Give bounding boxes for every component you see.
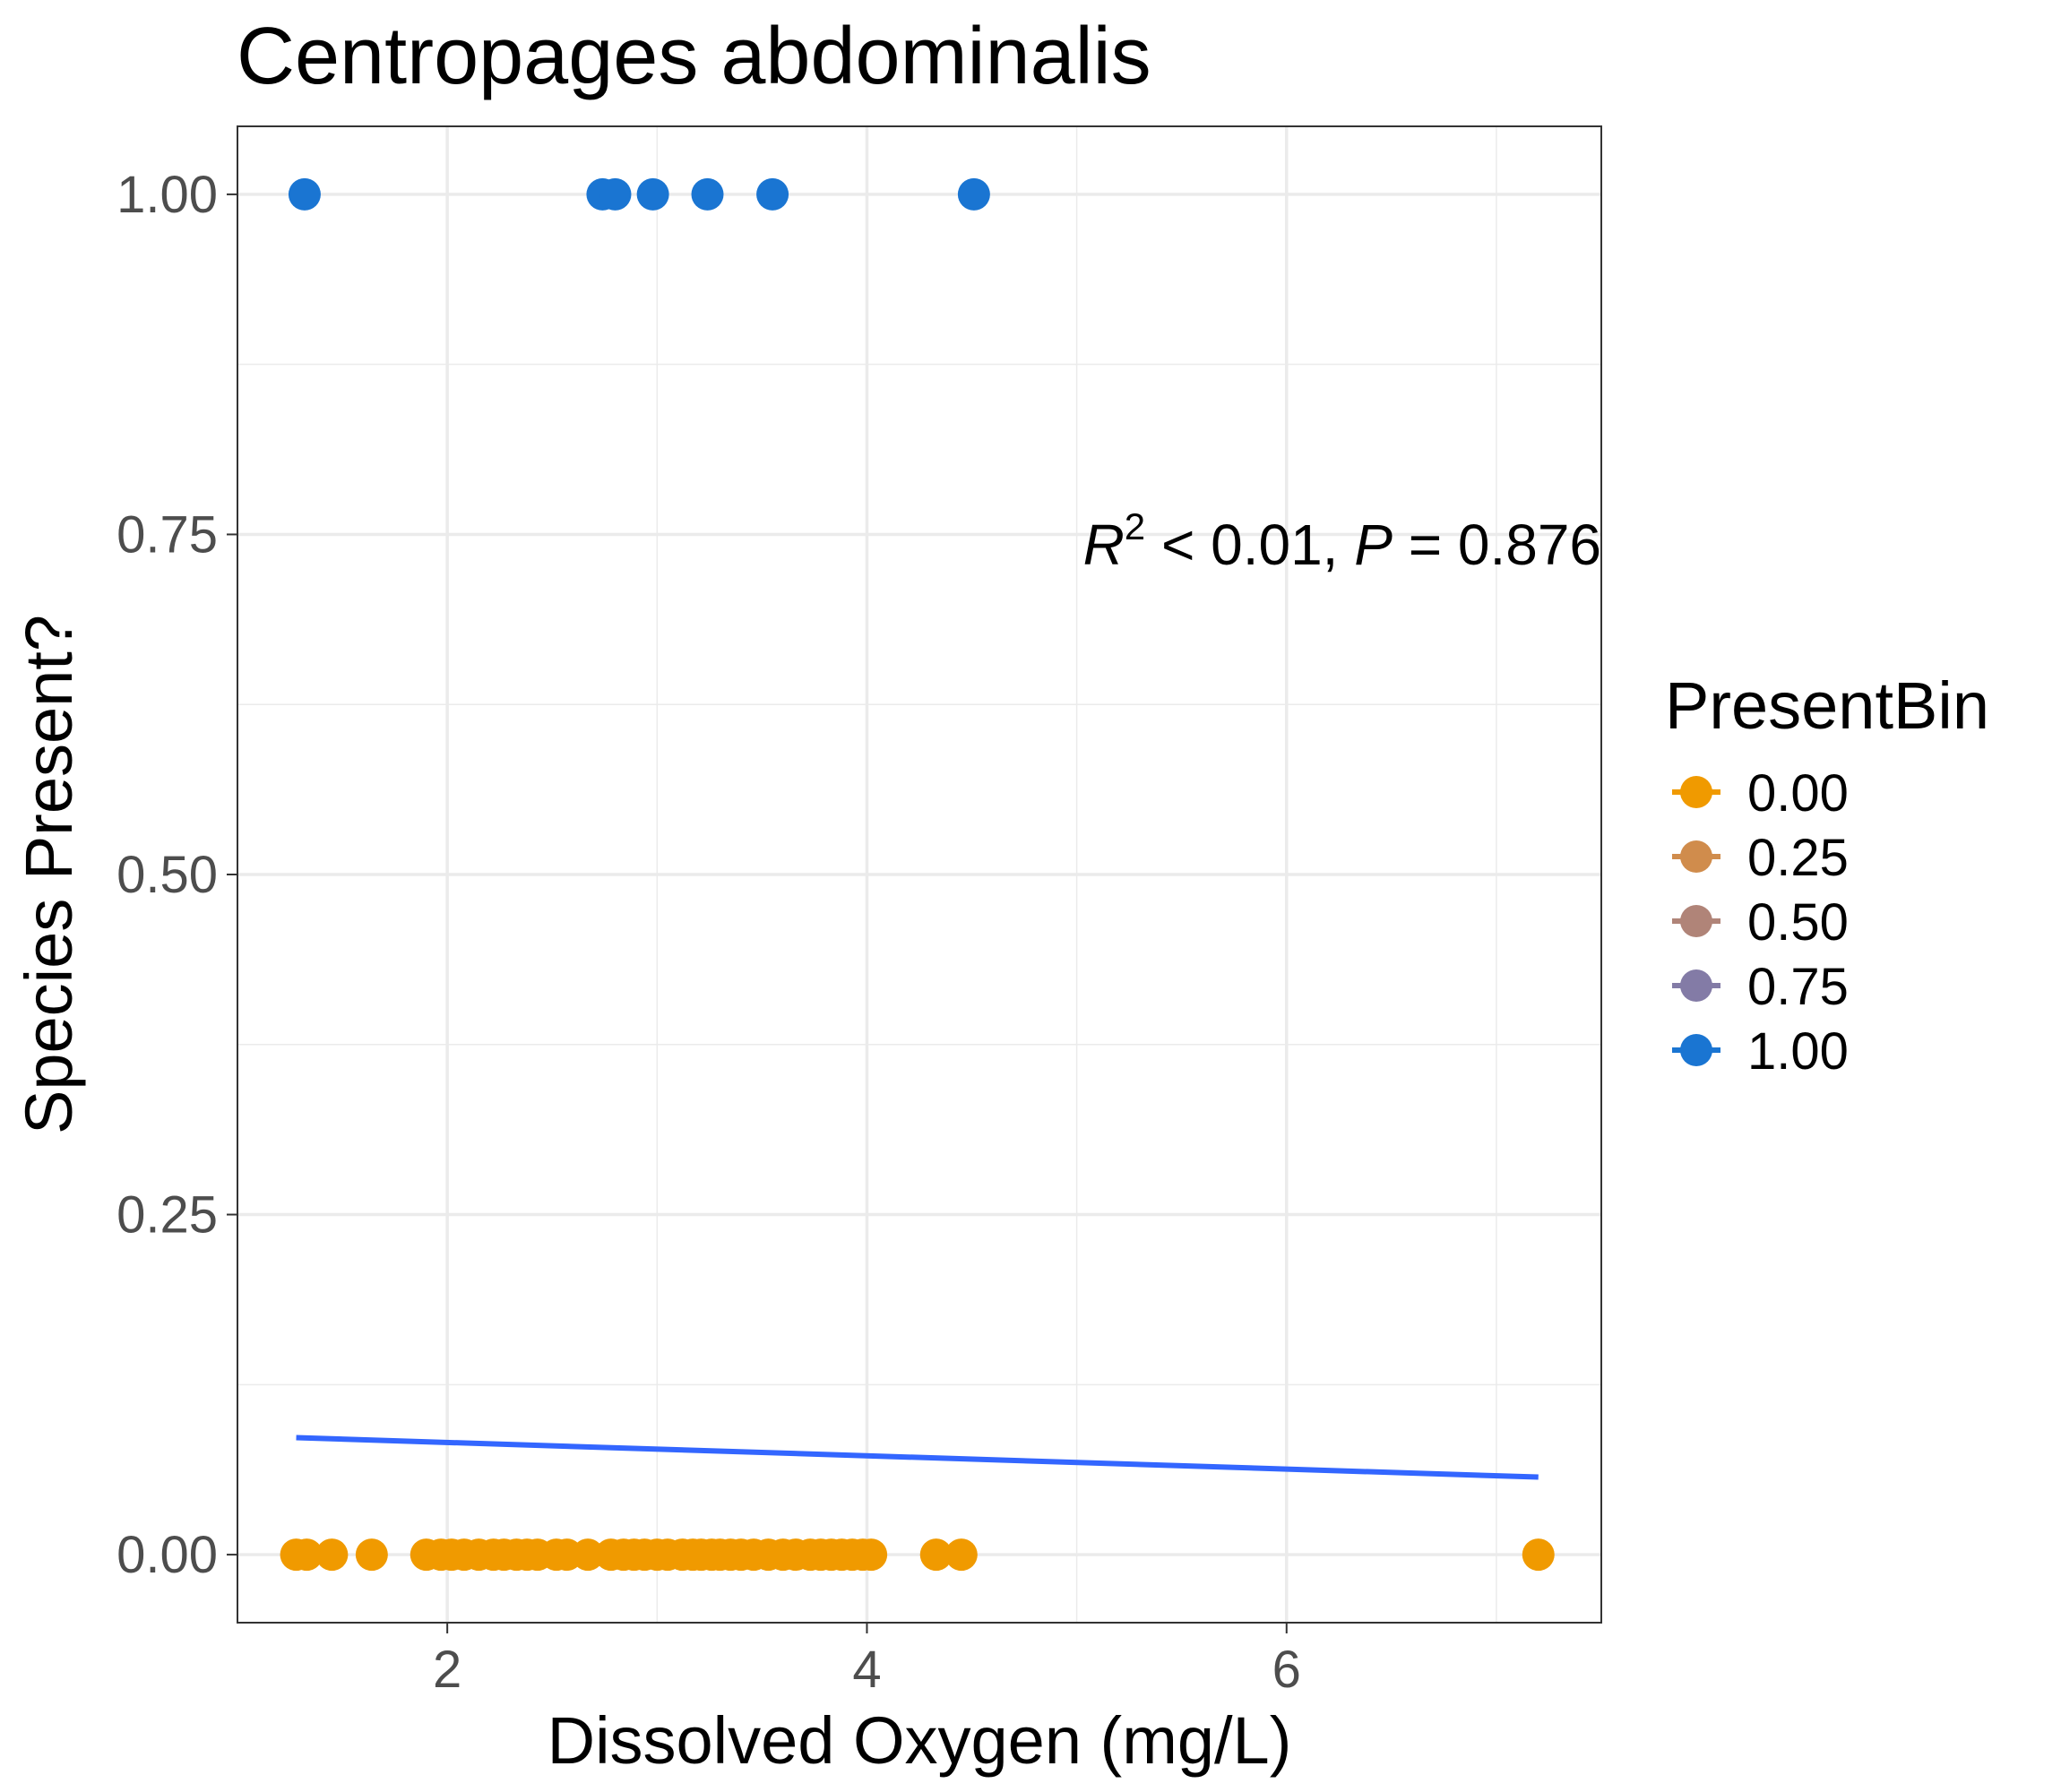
legend-key-point bbox=[1680, 969, 1712, 1002]
legend-label: 0.75 bbox=[1747, 958, 1849, 1016]
legend-item: 0.50 bbox=[1672, 893, 1849, 952]
y-tick-label: 0.75 bbox=[116, 505, 218, 564]
y-axis-title: Species Present? bbox=[12, 615, 86, 1134]
legend-key-point bbox=[1680, 776, 1712, 808]
y-tick-label: 0.25 bbox=[116, 1186, 218, 1245]
legend-label: 0.00 bbox=[1747, 764, 1849, 823]
data-point bbox=[288, 177, 321, 211]
r-squared-exponent: 2 bbox=[1125, 505, 1145, 547]
y-tick-label: 1.00 bbox=[116, 166, 218, 224]
data-point bbox=[691, 177, 724, 211]
fit-line-layer bbox=[296, 1434, 1539, 1480]
data-point bbox=[355, 1538, 388, 1572]
points-layer bbox=[280, 177, 1555, 1572]
x-axis-title: Dissolved Oxygen (mg/L) bbox=[548, 1703, 1292, 1778]
legend-title: PresentBin bbox=[1665, 668, 1989, 743]
legend-item: 0.25 bbox=[1672, 829, 1849, 887]
x-tick-label: 6 bbox=[1272, 1641, 1301, 1699]
y-tick-label: 0.50 bbox=[116, 846, 218, 904]
legend-item: 0.00 bbox=[1672, 764, 1849, 823]
legend: 0.00 0.25 0.50 0.75 1.00 bbox=[1672, 764, 1849, 1081]
y-axis-ticks: 0.00 0.25 0.50 0.75 1.00 bbox=[116, 166, 237, 1584]
p-value-symbol: P bbox=[1354, 513, 1393, 577]
legend-label: 0.50 bbox=[1747, 893, 1849, 952]
data-point bbox=[599, 177, 632, 211]
x-tick-label: 4 bbox=[852, 1641, 881, 1699]
data-point bbox=[1522, 1538, 1555, 1572]
data-point bbox=[290, 1538, 323, 1572]
x-tick-label: 2 bbox=[433, 1641, 461, 1699]
data-point bbox=[636, 177, 669, 211]
legend-key-point bbox=[1680, 840, 1712, 873]
p-value-relation: = 0.876 bbox=[1393, 513, 1601, 577]
legend-key-point bbox=[1680, 1034, 1712, 1066]
data-point bbox=[572, 1538, 605, 1572]
data-point bbox=[919, 1538, 953, 1572]
legend-label: 0.25 bbox=[1747, 829, 1849, 887]
legend-item: 0.75 bbox=[1672, 958, 1849, 1016]
data-point bbox=[855, 1538, 888, 1572]
y-tick-label: 0.00 bbox=[116, 1526, 218, 1584]
r-squared-relation: < 0.01, bbox=[1145, 513, 1354, 577]
r-squared-symbol: R bbox=[1083, 513, 1125, 577]
data-point bbox=[315, 1538, 349, 1572]
legend-item: 1.00 bbox=[1672, 1022, 1849, 1081]
legend-key-point bbox=[1680, 905, 1712, 937]
data-point bbox=[957, 177, 990, 211]
data-point bbox=[944, 1538, 978, 1572]
legend-label: 1.00 bbox=[1747, 1022, 1849, 1081]
fit-statistics-annotation: R2 < 0.01, P = 0.876 bbox=[1083, 505, 1601, 577]
chart-title: Centropages abdominalis bbox=[237, 12, 1151, 101]
x-axis-ticks: 2 4 6 bbox=[433, 1623, 1301, 1699]
fit-line bbox=[296, 1434, 1539, 1480]
data-point bbox=[756, 177, 789, 211]
